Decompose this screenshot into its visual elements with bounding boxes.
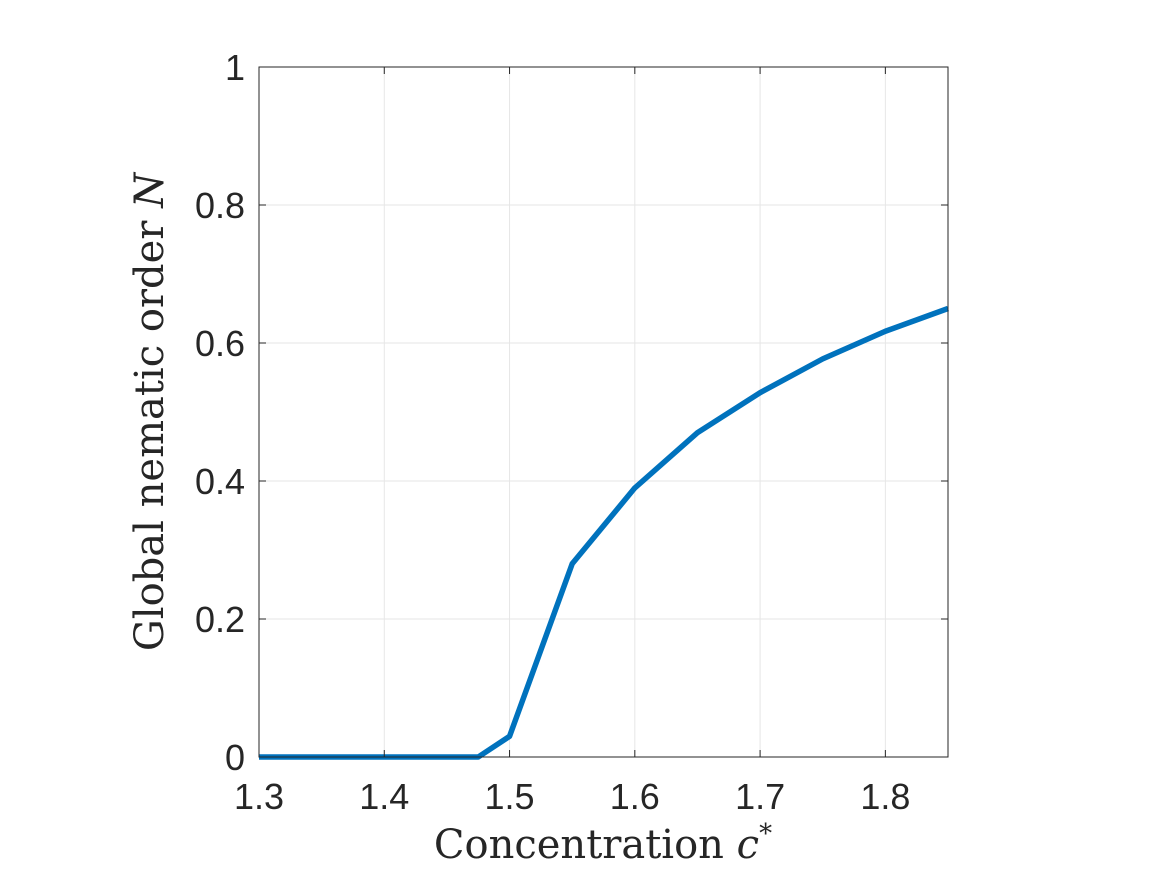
y-tick-marks [259, 66, 948, 758]
plot-area-background [259, 67, 948, 757]
x-axis-title: Concentration c* [434, 819, 772, 868]
x-axis-title-symbol: c [737, 822, 759, 868]
y-tick-label: 0.2 [195, 599, 245, 640]
x-tick-label: 1.4 [359, 776, 409, 817]
y-tick-label: 0.4 [195, 461, 245, 502]
y-tick-label: 0.8 [195, 185, 245, 226]
x-tick-label: 1.6 [610, 776, 660, 817]
x-tick-label: 1.5 [485, 776, 535, 817]
x-axis-title-superscript: * [759, 819, 772, 849]
x-axis-title-text: Concentration [434, 822, 737, 868]
y-tick-labels: 0 0.2 0.4 0.6 0.8 1 [195, 47, 245, 778]
y-axis-title-symbol: N [127, 171, 173, 209]
x-tick-marks [258, 67, 886, 757]
y-axis-title: Global nematic order N [127, 171, 173, 651]
x-tick-label: 1.8 [860, 776, 910, 817]
axes-box [258, 66, 949, 758]
y-tick-label: 1 [225, 47, 245, 88]
y-tick-label: 0.6 [195, 323, 245, 364]
x-tick-labels: 1.3 1.4 1.5 1.6 1.7 1.8 [234, 776, 910, 817]
x-tick-label: 1.3 [234, 776, 284, 817]
x-tick-label: 1.7 [735, 776, 785, 817]
y-tick-label: 0 [225, 737, 245, 778]
y-axis-title-text: Global nematic order [127, 208, 173, 651]
